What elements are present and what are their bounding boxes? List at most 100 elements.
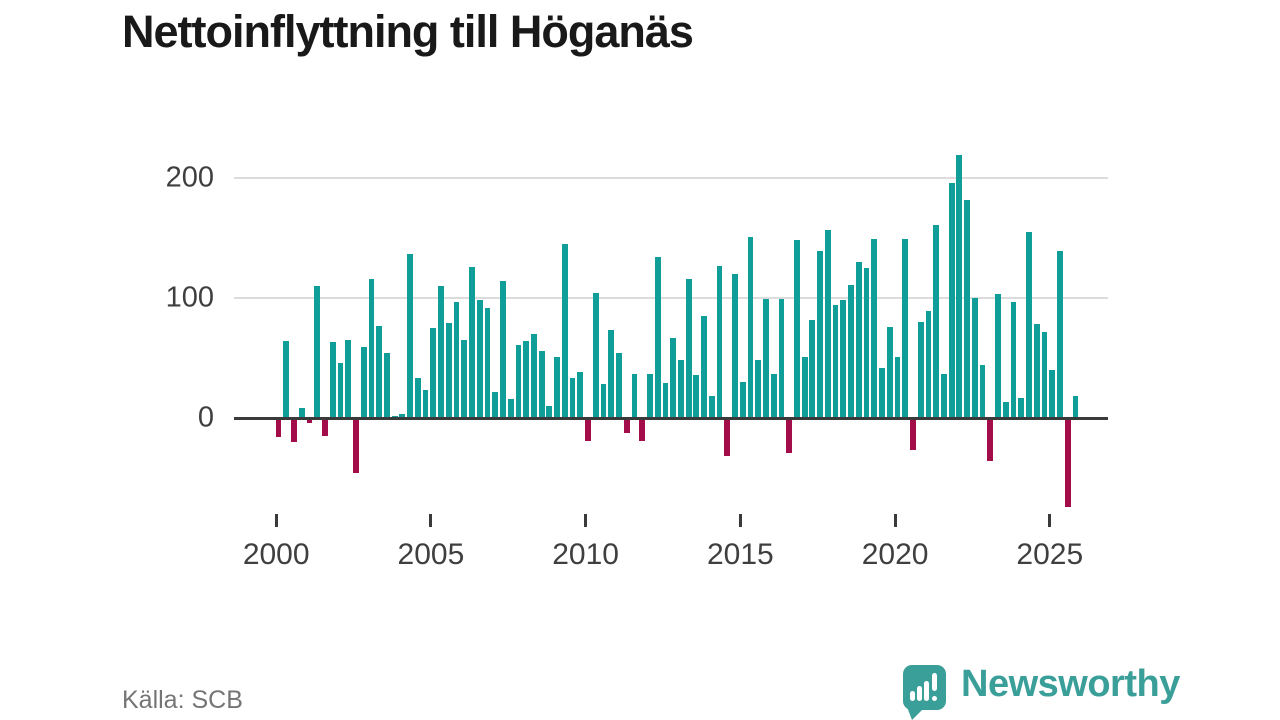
x-axis-label-2020: 2020	[861, 538, 929, 571]
bar-2001-q3	[322, 419, 328, 436]
bar-2006-q3	[476, 300, 483, 418]
bar-2025-q1	[1049, 370, 1056, 418]
bar-2025-q4	[1072, 396, 1079, 418]
bar-2011-q3	[631, 373, 638, 418]
bar-2007-q2	[500, 281, 506, 418]
logo-bar-icon	[924, 681, 929, 701]
bar-2024-q3	[1033, 324, 1040, 418]
gridline-200	[234, 177, 1108, 179]
bar-2009-q2	[561, 244, 568, 418]
x-axis-tick-2010	[584, 514, 588, 527]
bar-2010-q1	[585, 419, 591, 441]
bar-2023-q2	[995, 294, 1001, 418]
bar-2015-q4	[763, 299, 769, 418]
y-axis-label-0: 0	[197, 401, 214, 434]
x-axis-label-2000: 2000	[242, 538, 310, 571]
bar-2001-q1	[306, 419, 313, 423]
bar-2013-q4	[701, 316, 707, 418]
logo-exclamation-dot-icon	[932, 696, 937, 701]
bar-2000-q2	[283, 341, 290, 418]
bar-2012-q2	[654, 257, 661, 418]
bar-2003-q2	[376, 325, 383, 418]
bar-2018-q1	[832, 305, 839, 418]
bar-2024-q4	[1041, 331, 1048, 418]
bar-2012-q1	[647, 373, 653, 418]
bar-2017-q3	[817, 251, 824, 418]
bar-2015-q1	[739, 382, 746, 418]
bar-2009-q3	[569, 378, 576, 418]
x-axis-label-2005: 2005	[397, 538, 465, 571]
bar-2018-q4	[855, 262, 862, 418]
bar-2015-q3	[755, 360, 762, 418]
bar-2007-q3	[507, 398, 514, 418]
bar-2000-q4	[298, 408, 305, 418]
bar-2007-q1	[492, 391, 499, 418]
bar-2011-q2	[623, 419, 630, 434]
bar-2013-q2	[685, 278, 692, 418]
bar-2020-q1	[894, 356, 901, 418]
bar-2000-q1	[275, 419, 282, 437]
bar-2020-q2	[902, 239, 909, 418]
bar-2019-q4	[886, 326, 893, 418]
bar-2017-q1	[801, 356, 808, 418]
bar-2004-q2	[407, 253, 413, 418]
bar-2005-q2	[438, 286, 444, 418]
bar-2003-q1	[368, 278, 375, 418]
x-axis-tick-2025	[1048, 514, 1052, 527]
bar-2015-q2	[747, 236, 754, 418]
bar-2023-q4	[1010, 301, 1017, 418]
bar-2006-q2	[469, 266, 475, 418]
x-axis-tick-2005	[429, 514, 433, 527]
bar-2011-q4	[639, 419, 646, 441]
bar-2016-q3	[786, 419, 793, 453]
x-axis-tick-2015	[738, 514, 742, 527]
bar-2022-q1	[956, 155, 963, 418]
bar-2016-q2	[778, 299, 785, 418]
bar-2022-q2	[964, 199, 970, 418]
bar-2010-q3	[600, 384, 607, 418]
bar-2004-q3	[414, 378, 421, 418]
bar-2016-q1	[770, 373, 777, 418]
bar-2003-q3	[384, 353, 390, 418]
newsworthy-wordmark: Newsworthy	[961, 663, 1180, 705]
bar-2021-q3	[940, 373, 947, 418]
bar-2014-q4	[732, 274, 738, 418]
logo-bar-icon	[917, 686, 922, 701]
bar-2019-q1	[863, 268, 870, 418]
bar-2005-q1	[430, 328, 437, 418]
bar-2002-q2	[345, 340, 352, 418]
bar-2020-q3	[910, 419, 916, 451]
bar-2000-q3	[291, 419, 297, 442]
bar-2017-q2	[809, 319, 816, 418]
bar-2021-q2	[933, 224, 940, 418]
x-axis-tick-2020	[893, 514, 897, 527]
bar-2012-q3	[662, 383, 669, 418]
bar-2023-q3	[1002, 402, 1009, 418]
bar-2011-q1	[616, 353, 622, 418]
bar-2002-q3	[353, 419, 359, 473]
bar-2012-q4	[670, 337, 677, 418]
bar-2018-q2	[840, 300, 847, 418]
x-axis-label-2010: 2010	[552, 538, 619, 571]
bar-2020-q4	[917, 322, 924, 418]
source-note: Källa: SCB	[122, 686, 243, 714]
bar-2006-q4	[484, 307, 491, 418]
bar-2022-q3	[971, 298, 978, 418]
bar-2005-q3	[445, 323, 452, 418]
y-axis-label-100: 100	[165, 281, 214, 314]
bar-2004-q4	[422, 390, 429, 418]
x-axis-tick-2000	[274, 514, 278, 527]
bar-2013-q1	[677, 360, 684, 418]
x-axis-line	[234, 416, 1108, 420]
bar-2009-q4	[577, 372, 584, 418]
bar-2021-q4	[948, 182, 955, 418]
bar-2023-q1	[987, 419, 994, 461]
y-axis-label-200: 200	[165, 161, 214, 194]
bar-2010-q2	[592, 293, 599, 418]
newsworthy-logo-icon	[903, 665, 946, 710]
gridline-100	[234, 297, 1108, 299]
bar-2019-q3	[879, 367, 885, 418]
bar-2005-q4	[453, 301, 460, 418]
bar-2004-q1	[399, 414, 406, 418]
